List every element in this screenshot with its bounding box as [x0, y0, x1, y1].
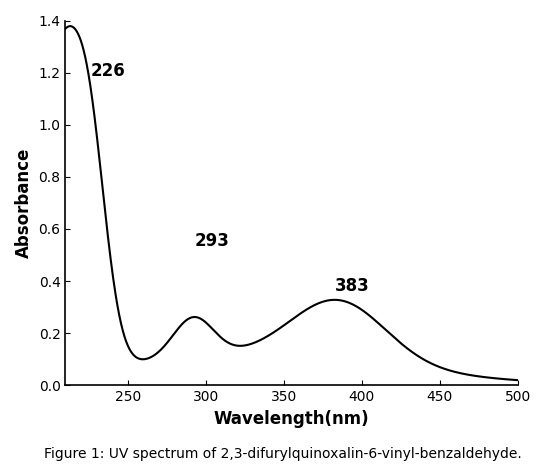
Y-axis label: Absorbance: Absorbance	[15, 148, 33, 258]
Text: Figure 1: UV spectrum of 2,3-difurylquinoxalin-6-vinyl-benzaldehyde.: Figure 1: UV spectrum of 2,3-difurylquin…	[44, 447, 521, 461]
Text: 383: 383	[335, 277, 370, 295]
Text: 293: 293	[195, 232, 230, 250]
Text: 226: 226	[91, 62, 125, 81]
X-axis label: Wavelength(nm): Wavelength(nm)	[214, 410, 370, 428]
